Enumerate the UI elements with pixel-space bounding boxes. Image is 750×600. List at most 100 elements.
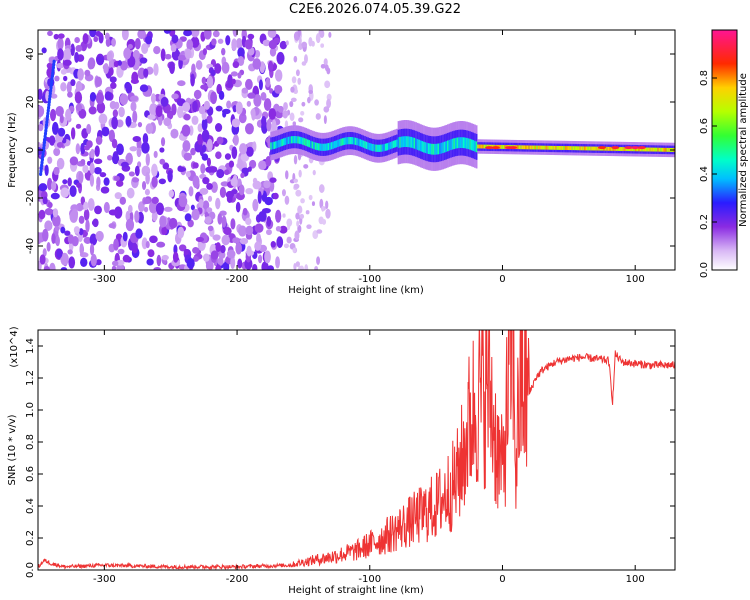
heatmap-cell: [141, 43, 149, 54]
heatmap-cell: [556, 145, 559, 150]
heatmap-cell: [185, 170, 191, 178]
heatmap-cell: [477, 144, 480, 149]
heatmap-cell: [307, 96, 311, 104]
heatmap-cell: [325, 200, 329, 210]
heatmap-cell: [191, 208, 200, 221]
heatmap-cell: [211, 38, 217, 46]
heatmap-cell: [343, 137, 346, 145]
heatmap-cell: [203, 100, 211, 110]
heatmap-cell: [458, 137, 460, 149]
heatmap-cell: [340, 138, 343, 146]
heatmap-cell: [206, 138, 213, 152]
heatmap-cell: [235, 101, 243, 115]
heatmap-cell: [214, 123, 223, 132]
heatmap-cell: [207, 195, 213, 202]
heatmap-cell: [263, 180, 271, 189]
heatmap-cell: [89, 174, 95, 187]
heatmap-cell: [439, 143, 441, 154]
heatmap-cell: [201, 117, 208, 131]
heatmap-cell: [299, 213, 305, 219]
heatmap-cell: [52, 59, 56, 64]
heatmap-cell: [75, 44, 83, 52]
heatmap-cell: [368, 143, 371, 151]
heatmap-cell: [239, 143, 248, 155]
heatmap-cell: [164, 53, 172, 60]
snr-y-scale-label: (x10^4): [9, 326, 20, 367]
heatmap-cell: [95, 76, 103, 87]
heatmap-cell: [60, 187, 70, 198]
heatmap-cell: [276, 51, 285, 65]
heatmap-cell: [67, 91, 73, 98]
heatmap-cell: [256, 233, 262, 245]
heatmap-cell: [237, 258, 243, 269]
heatmap-cell: [252, 263, 258, 270]
heatmap-cell: [464, 137, 467, 149]
heatmap-cell: [67, 234, 75, 244]
heatmap-cell: [261, 116, 267, 127]
heatmap-cell: [60, 82, 67, 92]
heatmap-cell: [268, 108, 277, 120]
heatmap-cell: [485, 146, 494, 150]
heatmap-cell: [192, 100, 198, 113]
heatmap-cell: [267, 265, 274, 270]
heatmap-cell: [228, 160, 235, 168]
heatmap-cell: [156, 254, 162, 267]
heatmap-cell: [402, 136, 405, 148]
heatmap-cell: [131, 71, 139, 84]
heatmap-cell: [253, 94, 262, 107]
heatmap-cell: [93, 36, 99, 43]
heatmap-cell: [195, 60, 203, 70]
heatmap-cell: [150, 93, 156, 104]
heatmap-cell: [130, 101, 137, 112]
heatmap-cell: [300, 111, 305, 116]
heatmap-cell: [391, 141, 394, 149]
heatmap-cell: [266, 119, 272, 132]
heatmap-cell: [88, 106, 97, 115]
heatmap-cell: [644, 147, 647, 152]
heatmap-y-label: Frequency (Hz): [7, 112, 18, 188]
heatmap-cell: [423, 141, 425, 153]
heatmap-cell: [300, 198, 305, 204]
heatmap-cell: [78, 215, 85, 224]
heatmap-cell: [246, 245, 252, 257]
heatmap-cell: [64, 230, 71, 236]
heatmap-cell: [42, 248, 47, 257]
heatmap-cell: [57, 48, 64, 61]
heatmap-cell: [246, 146, 254, 157]
heatmap-cell: [94, 145, 100, 157]
heatmap-cell: [226, 100, 232, 109]
heatmap-cell: [450, 139, 452, 151]
heatmap-cell: [103, 63, 109, 75]
heatmap-cell: [109, 76, 117, 83]
heatmap-cell: [136, 147, 142, 158]
heatmap-cell: [158, 178, 167, 185]
heatmap-cell: [98, 113, 108, 125]
heatmap-cell: [126, 187, 135, 199]
heatmap-cell: [205, 166, 214, 173]
heatmap-cell: [257, 191, 262, 204]
heatmap-cell: [574, 146, 577, 151]
heatmap-cell: [232, 105, 237, 113]
heatmap-cell: [153, 266, 162, 270]
heatmap-cell: [499, 144, 502, 149]
heatmap-cell: [38, 146, 43, 156]
heatmap-cell: [54, 75, 60, 82]
heatmap-cell: [520, 145, 523, 150]
heatmap-cell: [127, 204, 133, 214]
heatmap-cell: [221, 47, 226, 56]
heatmap-cell: [275, 225, 282, 232]
heatmap-cell: [301, 41, 308, 48]
heatmap-cell: [68, 256, 76, 269]
heatmap-cell: [78, 108, 87, 119]
heatmap-cell: [265, 77, 271, 88]
heatmap-cell: [337, 139, 339, 148]
heatmap-cell: [278, 140, 281, 148]
heatmap-cell: [318, 184, 325, 193]
heatmap-cell: [276, 140, 279, 148]
heatmap-cell: [183, 30, 193, 37]
heatmap-cell: [161, 254, 169, 261]
heatmap-cell: [338, 139, 341, 147]
heatmap-cell: [54, 226, 60, 232]
heatmap-cell: [304, 264, 309, 270]
heatmap-cell: [316, 142, 319, 151]
